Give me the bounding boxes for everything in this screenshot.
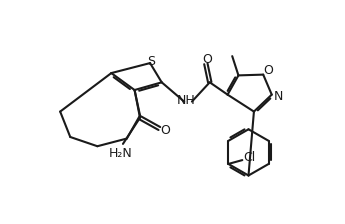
Text: O: O [160,124,170,137]
Text: O: O [263,64,273,77]
Text: S: S [148,55,156,68]
Text: H₂N: H₂N [109,147,132,160]
Text: O: O [203,53,213,66]
Text: Cl: Cl [243,151,255,164]
Text: N: N [273,90,283,103]
Text: NH: NH [177,94,196,107]
